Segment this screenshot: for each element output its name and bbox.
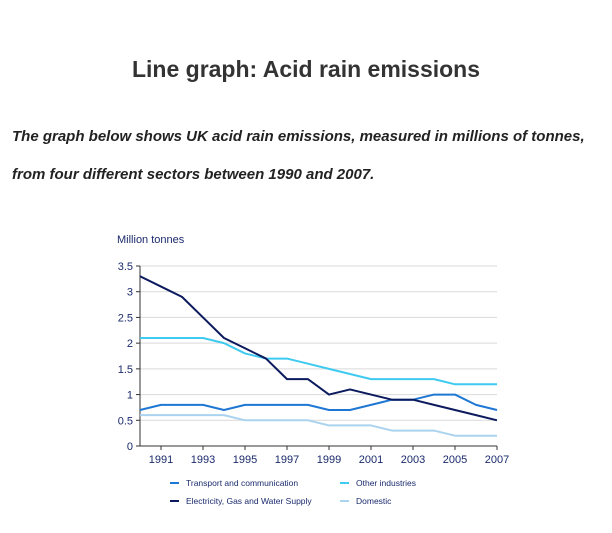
x-tick-label: 1999 <box>317 454 341 466</box>
y-tick-label: 1.5 <box>118 364 133 376</box>
series-line-2 <box>140 337 497 386</box>
x-tick-label: 1995 <box>233 454 257 466</box>
legend: Transport and communication Other industr… <box>170 478 416 506</box>
x-tick-label: 2001 <box>359 454 383 466</box>
x-tick-label: 2003 <box>401 454 425 466</box>
legend-label: Transport and communication <box>186 478 298 488</box>
legend-label: Domestic <box>356 496 392 506</box>
x-tick-label: 1993 <box>191 454 215 466</box>
page-title: Line graph: Acid rain emissions <box>131 56 481 82</box>
series-line-4 <box>140 414 497 437</box>
grid-lines <box>140 265 497 421</box>
series-lines <box>139 275 498 437</box>
axes: 0 0.5 1 1.5 2 2.5 3 3.5 1991 1993 1995 1997 1999 2001… <box>117 234 509 466</box>
series-line-1 <box>139 393 498 411</box>
x-tick-label: 1997 <box>275 454 299 466</box>
y-tick-label: 2.5 <box>118 312 133 324</box>
y-tick-label: 0.5 <box>118 415 133 427</box>
x-tick-label: 2007 <box>485 454 509 466</box>
x-tick-label: 2005 <box>443 454 467 466</box>
y-tick-label: 3 <box>127 287 133 299</box>
chart-description: The graph below shows UK acid rain emiss… <box>12 128 585 183</box>
legend-label: Other industries <box>356 478 416 488</box>
series-line-3 <box>139 275 498 422</box>
y-tick-label: 2 <box>127 338 133 350</box>
y-tick-label: 1 <box>127 390 133 402</box>
y-tick-label: 0 <box>127 441 133 453</box>
x-tick-label: 1991 <box>149 454 173 466</box>
y-tick-label: 3.5 <box>118 261 133 273</box>
acid-rain-line-chart: 0 0.5 1 1.5 2 2.5 3 3.5 1991 1993 1995 1997 1999 2001… <box>117 234 509 506</box>
y-axis-label: Million tonnes <box>117 234 185 246</box>
legend-label: Electricity, Gas and Water Supply <box>186 496 312 506</box>
